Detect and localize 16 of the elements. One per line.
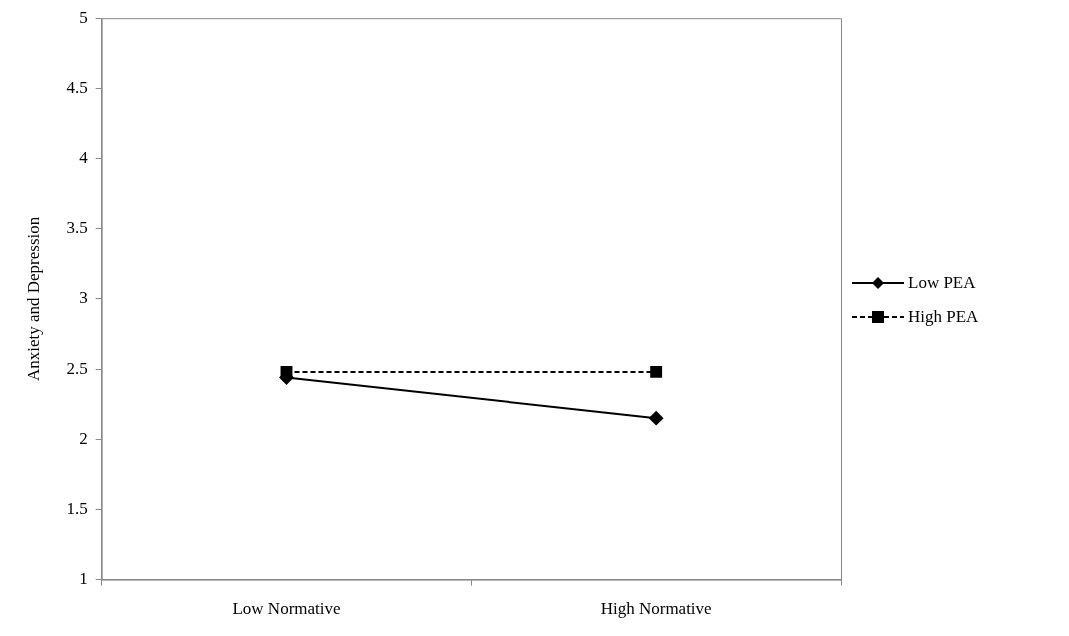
point [649,411,664,426]
y-tick-label: 3 [79,288,88,308]
x-tick-label: High Normative [600,599,712,619]
legend-label: Low PEA [908,273,976,293]
point [650,365,663,378]
x-tick-label: Low Normative [232,599,341,619]
y-tick-label: 4 [79,148,89,168]
y-tick-label: 4.5 [66,77,88,97]
y-tick-label: 3.5 [66,218,88,238]
y-tick-label: 5 [79,7,88,27]
y-tick-label: 2.5 [66,358,88,378]
y-tick-label: 2 [79,428,88,448]
y-tick-label: 1 [79,569,88,589]
y-axis-title: Anxiety and Depression [23,216,43,382]
legend-label: High PEA [908,307,979,327]
y-tick-label: 1.5 [66,498,88,518]
